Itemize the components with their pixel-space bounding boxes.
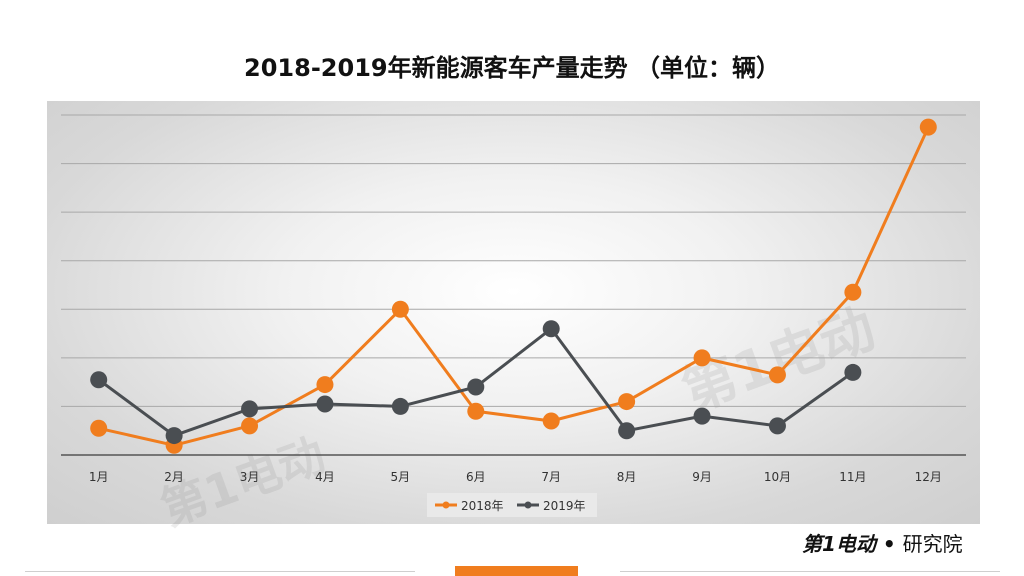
data-point	[467, 378, 485, 396]
x-tick-label: 9月	[692, 470, 712, 484]
data-point	[90, 419, 108, 437]
series-line-0	[98, 126, 930, 447]
x-tick-label: 10月	[764, 470, 791, 484]
data-point	[241, 400, 259, 418]
x-tick-label: 3月	[240, 470, 260, 484]
brand-suffix: 研究院	[902, 532, 963, 556]
data-point	[919, 118, 937, 136]
x-tick-label: 6月	[466, 470, 486, 484]
legend-label: 2018年	[461, 499, 504, 513]
data-point	[316, 395, 334, 413]
x-tick-label: 12月	[915, 470, 942, 484]
data-point	[467, 402, 485, 420]
x-tick-label: 7月	[541, 470, 561, 484]
data-point	[165, 427, 183, 445]
data-point	[844, 283, 862, 301]
data-point	[618, 422, 636, 440]
line-chart: 1月 2月 3月 4月 5月 6月 7月 8月 9月 10月 11月 12月 2018年 2019年	[61, 114, 966, 517]
x-tick-label: 8月	[617, 470, 637, 484]
legend-marker	[442, 501, 450, 509]
data-point	[316, 376, 334, 394]
data-point	[391, 397, 409, 415]
x-tick-label: 4月	[315, 470, 335, 484]
legend-label: 2019年	[543, 499, 586, 513]
x-tick-label: 11月	[839, 470, 866, 484]
data-point	[768, 417, 786, 435]
data-point	[693, 407, 711, 425]
brand-logo-text: 第1电动	[802, 532, 876, 556]
data-point	[542, 320, 560, 338]
data-point	[90, 371, 108, 389]
footer-accent-bar	[455, 566, 578, 576]
brand-separator: •	[882, 532, 896, 556]
data-point	[391, 300, 409, 318]
brand-logo: 第1电动 • 研究院	[802, 528, 963, 557]
legend-marker	[524, 501, 532, 509]
chart-title: 2018-2019年新能源客车产量走势 （单位：辆）	[244, 54, 780, 82]
footer-line-right	[620, 571, 1000, 572]
x-tick-label: 1月	[89, 470, 109, 484]
data-point	[844, 363, 862, 381]
x-tick-label: 5月	[391, 470, 411, 484]
footer-line-left	[25, 571, 415, 572]
data-point	[241, 417, 259, 435]
data-point	[768, 366, 786, 384]
x-tick-label: 2月	[164, 470, 184, 484]
data-point	[618, 393, 636, 411]
data-point	[542, 412, 560, 430]
data-point	[693, 349, 711, 367]
chart-area: 第1电动 第1电动 1月 2月 3月 4月 5月 6月 7月 8月 9月 10月 11月 12月 20…	[47, 101, 980, 536]
